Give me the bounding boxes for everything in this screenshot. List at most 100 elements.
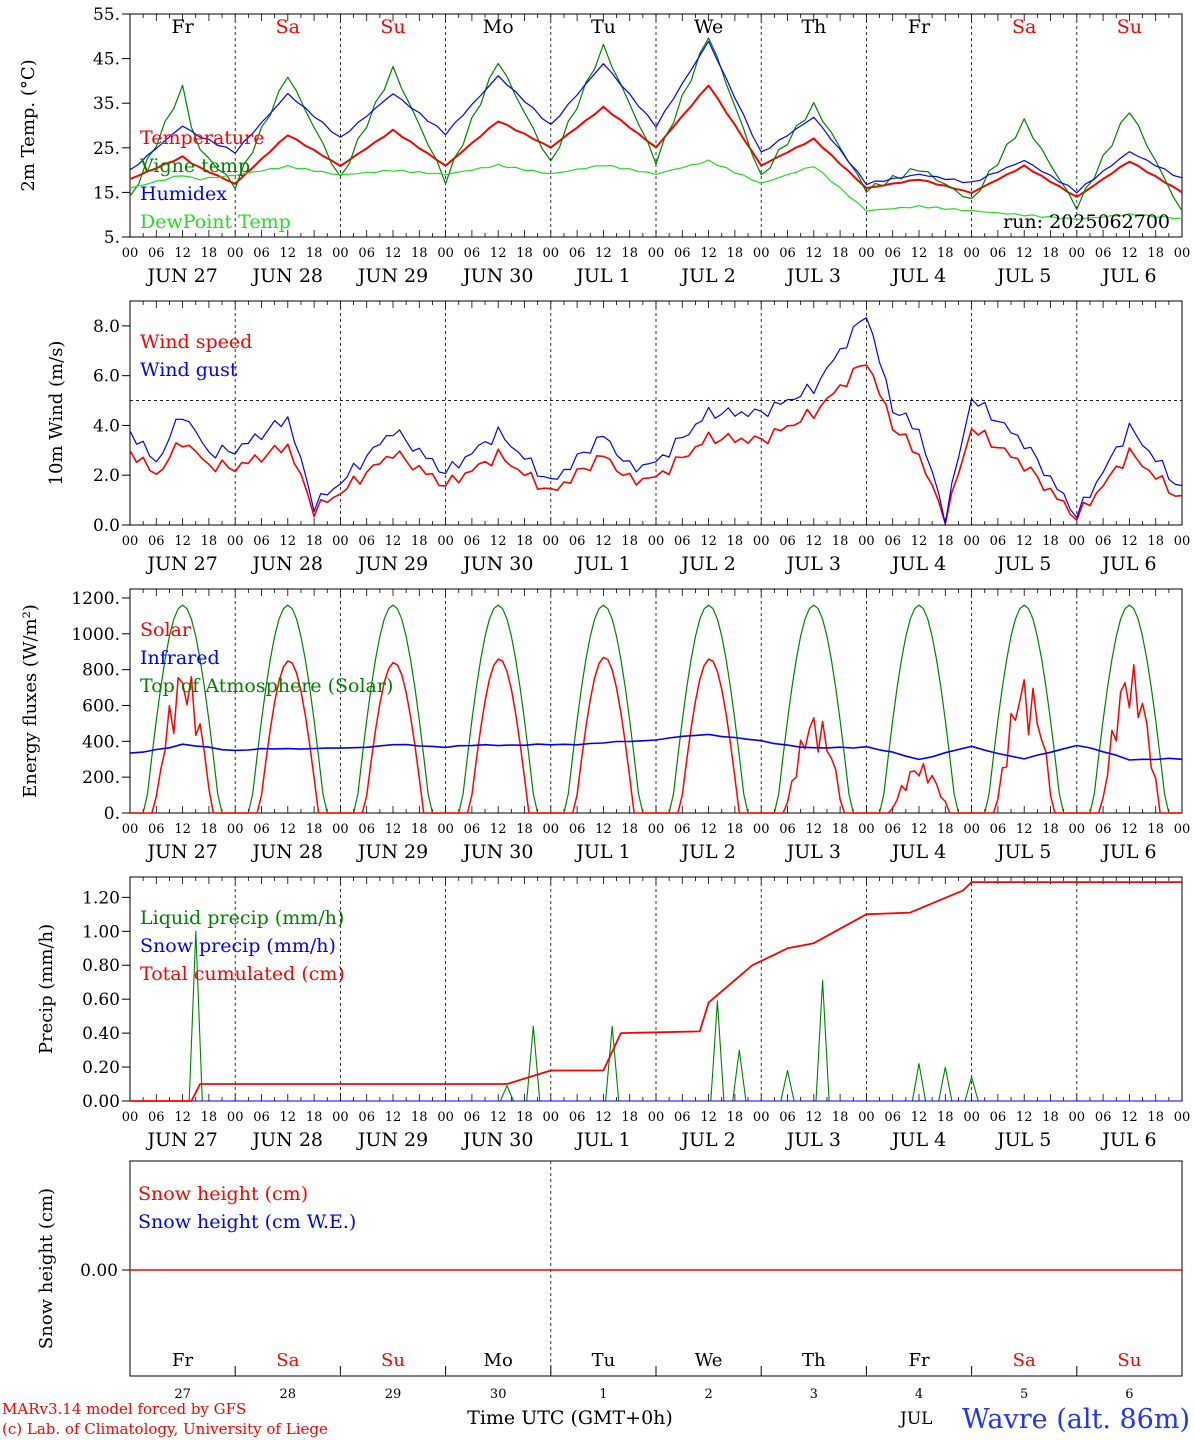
y-tick-label: 0.00 (80, 1261, 118, 1281)
hour-label: 00 (753, 1110, 770, 1125)
y-axis-label: Energy fluxes (W/m²) (20, 604, 41, 798)
y-tick-label: 5. (104, 228, 120, 248)
legend-infrared: Infrared (140, 647, 220, 669)
hour-label: 06 (1095, 246, 1112, 261)
hour-label: 00 (227, 246, 244, 261)
hour-label: 00 (227, 1110, 244, 1125)
date-label: JUN 29 (356, 265, 428, 287)
hour-label: 18 (621, 822, 638, 837)
hour-label: 06 (1095, 1110, 1112, 1125)
date-label: JUL 2 (679, 553, 735, 575)
weekday-label: We (695, 1350, 723, 1371)
hour-label: 12 (490, 822, 507, 837)
weekday-label: Tu (592, 1350, 616, 1371)
hour-label: 12 (490, 246, 507, 261)
hour-label: 18 (306, 1110, 323, 1125)
hour-label: 12 (174, 1110, 191, 1125)
date-label: JUL 6 (1100, 553, 1156, 575)
temperature-line (129, 84, 1183, 198)
footer-month: JUL (898, 1409, 932, 1429)
date-label: JUL 4 (890, 265, 946, 287)
date-label: JUN 30 (461, 1129, 533, 1151)
hour-label: 06 (253, 822, 270, 837)
y-tick-label: 1.00 (82, 922, 120, 942)
hour-label: 06 (1095, 822, 1112, 837)
legend-temperature: Temperature (140, 127, 264, 149)
hour-label: 00 (648, 822, 665, 837)
hour-label: 12 (174, 534, 191, 549)
y-tick-label: 0. (104, 804, 120, 824)
hour-label: 00 (963, 1110, 980, 1125)
hour-label: 12 (1121, 534, 1138, 549)
hour-label: 06 (358, 822, 375, 837)
legend-liquid-precip: Liquid precip (mm/h) (140, 907, 344, 929)
y-tick-label: 1200. (71, 589, 120, 609)
hour-label: 18 (411, 246, 428, 261)
hour-label: 18 (516, 246, 533, 261)
hour-label: 06 (148, 534, 165, 549)
hour-label: 18 (727, 1110, 744, 1125)
hour-label: 12 (174, 822, 191, 837)
date-label: JUL 3 (785, 553, 841, 575)
date-label: JUL 1 (574, 841, 630, 863)
hour-label: 18 (1042, 822, 1059, 837)
hour-label: 00 (858, 246, 875, 261)
hour-label: 18 (306, 534, 323, 549)
y-tick-label: 1000. (71, 625, 120, 645)
hour-label: 06 (569, 534, 586, 549)
y-tick-label: 55. (93, 5, 120, 25)
hour-label: 18 (621, 1110, 638, 1125)
run-label: run: 2025062700 (1003, 211, 1170, 233)
hour-label: 18 (832, 246, 849, 261)
hour-label: 12 (490, 534, 507, 549)
y-tick-label: 600. (82, 696, 120, 716)
hour-label: 18 (1147, 822, 1164, 837)
hour-label: 18 (411, 1110, 428, 1125)
hour-label: 06 (358, 246, 375, 261)
day-number: 4 (915, 1387, 923, 1402)
hour-label: 06 (148, 246, 165, 261)
hour-label: 06 (253, 1110, 270, 1125)
y-tick-label: 8.0 (93, 317, 120, 337)
hour-label: 18 (516, 1110, 533, 1125)
y-tick-label: 0.0 (93, 516, 120, 536)
hour-label: 12 (595, 534, 612, 549)
hour-label: 12 (595, 1110, 612, 1125)
date-label: JUL 5 (995, 553, 1051, 575)
date-label: JUN 28 (251, 1129, 323, 1151)
weekday-label: Sa (1012, 16, 1036, 38)
hour-label: 00 (963, 822, 980, 837)
legend-snow-height-we: Snow height (cm W.E.) (138, 1211, 356, 1233)
hour-label: 18 (832, 822, 849, 837)
date-label: JUL 3 (785, 1129, 841, 1151)
legend-wind-speed: Wind speed (140, 331, 252, 353)
hour-label: 18 (621, 534, 638, 549)
hour-label: 12 (280, 822, 297, 837)
y-tick-label: 45. (93, 50, 120, 70)
total-cumulated-line (130, 881, 1182, 1102)
date-label: JUL 4 (890, 553, 946, 575)
hour-label: 06 (253, 246, 270, 261)
hour-label: 00 (963, 246, 980, 261)
day-number: 2 (704, 1387, 712, 1402)
date-label: JUN 29 (356, 1129, 428, 1151)
weekday-label: Fr (171, 16, 194, 38)
hour-label: 12 (700, 822, 717, 837)
hour-label: 18 (201, 534, 218, 549)
hour-label: 00 (122, 822, 139, 837)
hour-label: 12 (280, 1110, 297, 1125)
y-tick-label: 0.20 (82, 1058, 120, 1078)
hour-label: 06 (464, 822, 481, 837)
footer-location: Wavre (alt. 86m) (962, 1404, 1190, 1435)
hour-label: 00 (543, 1110, 560, 1125)
hour-label: 18 (1042, 534, 1059, 549)
hour-label: 12 (280, 534, 297, 549)
date-label: JUN 30 (461, 265, 533, 287)
hour-label: 12 (174, 246, 191, 261)
hour-label: 18 (201, 1110, 218, 1125)
hour-label: 00 (1069, 822, 1086, 837)
hour-label: 12 (700, 534, 717, 549)
panel-frame (129, 588, 1183, 814)
hour-label: 18 (832, 534, 849, 549)
